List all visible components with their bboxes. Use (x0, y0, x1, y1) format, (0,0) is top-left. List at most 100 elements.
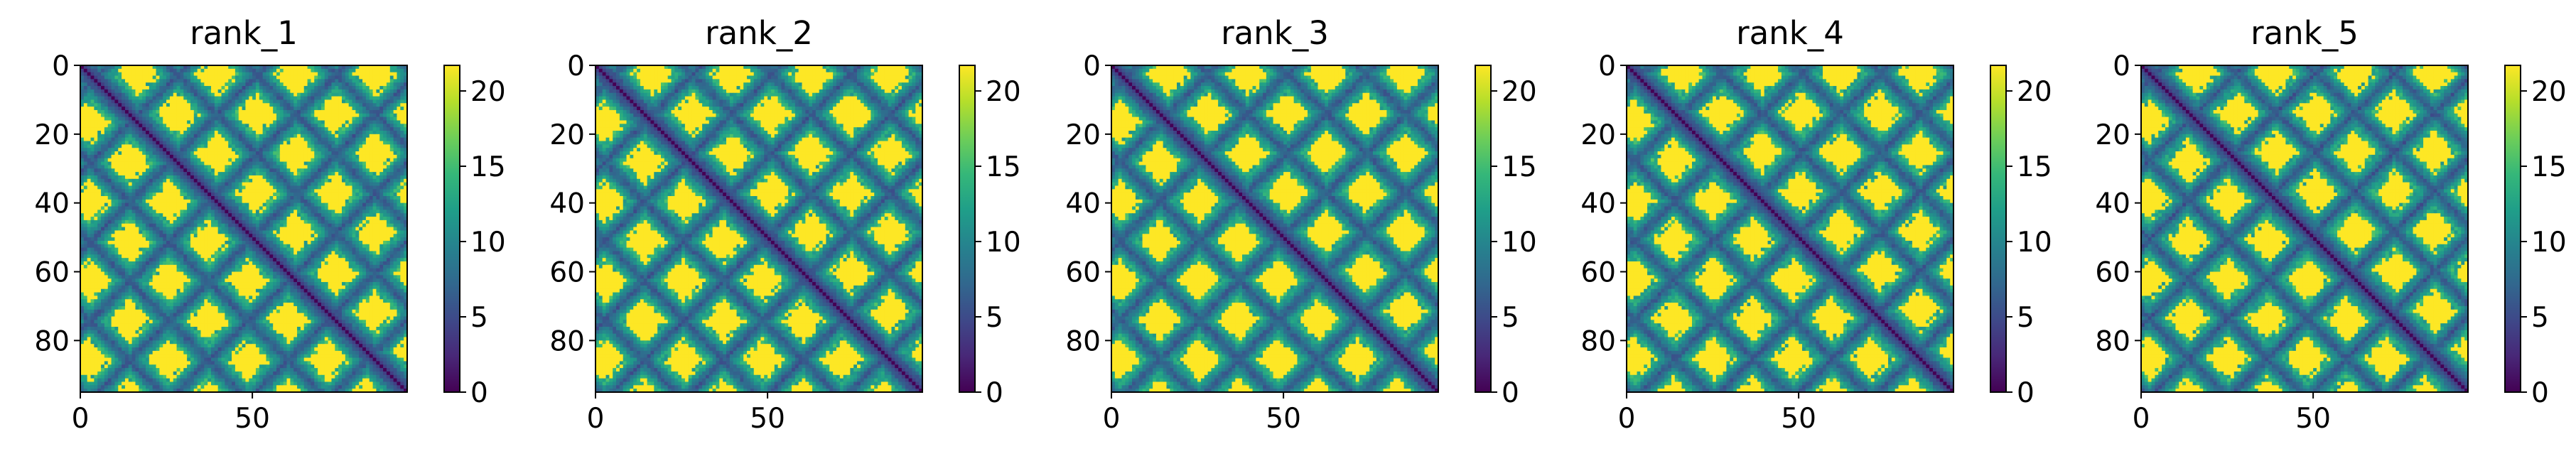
heatmap-cell (370, 241, 373, 244)
heatmap-cell (273, 97, 276, 100)
heatmap-cell (376, 155, 379, 158)
heatmap-cell (194, 189, 198, 193)
heatmap-cell (266, 141, 269, 145)
heatmap-cell (355, 144, 359, 148)
heatmap-cell (345, 200, 349, 203)
heatmap-cell (345, 124, 349, 127)
subplot-title: rank_1 (190, 14, 298, 52)
heatmap-cell (97, 175, 101, 179)
heatmap-cell (91, 172, 95, 175)
heatmap-cell (232, 148, 235, 151)
heatmap-cell (183, 103, 187, 107)
heatmap-cell (273, 241, 276, 244)
heatmap-cell (266, 189, 269, 193)
heatmap-cell (325, 97, 328, 100)
heatmap-cell (263, 117, 266, 121)
heatmap-cell (215, 69, 218, 72)
heatmap-cell (170, 138, 173, 141)
heatmap-cell (242, 120, 246, 124)
heatmap-cell (287, 144, 291, 148)
heatmap-cell (293, 138, 297, 141)
heatmap-cell (97, 107, 101, 110)
heatmap-cell (242, 155, 246, 158)
heatmap-cell (379, 230, 383, 234)
heatmap-cell (129, 165, 132, 168)
heatmap-cell (200, 86, 204, 90)
heatmap-cell (252, 99, 256, 103)
heatmap-cell (153, 107, 156, 110)
heatmap-cell (338, 138, 342, 141)
heatmap-cell (266, 217, 269, 220)
heatmap-cell (266, 72, 269, 76)
heatmap-cell (211, 183, 215, 186)
heatmap-cell (370, 230, 373, 234)
heatmap-cell (101, 189, 104, 193)
heatmap-cell (200, 117, 204, 121)
heatmap-cell (170, 210, 173, 213)
heatmap-cell (135, 230, 139, 234)
heatmap-cell (321, 183, 325, 186)
heatmap-cell (256, 82, 259, 86)
heatmap-cell (266, 162, 269, 166)
heatmap-cell (394, 200, 397, 203)
heatmap-cell (228, 155, 232, 158)
heatmap-cell (252, 148, 256, 151)
heatmap-cell (118, 172, 122, 175)
heatmap-cell (355, 82, 359, 86)
heatmap-cell (342, 93, 345, 97)
heatmap-cell (390, 158, 394, 162)
heatmap-cell (308, 141, 311, 145)
heatmap-cell (159, 82, 163, 86)
heatmap-cell (331, 124, 335, 127)
heatmap-cell (215, 155, 218, 158)
heatmap-cell (139, 213, 142, 217)
heatmap-cell (97, 207, 101, 210)
heatmap-cell (232, 151, 235, 155)
heatmap-cell (359, 72, 362, 76)
heatmap-cell (218, 162, 222, 166)
heatmap-cell (345, 203, 349, 207)
heatmap-cell (94, 220, 97, 224)
heatmap-cell (325, 124, 328, 127)
heatmap-cell (215, 141, 218, 145)
heatmap-cell (187, 162, 190, 166)
heatmap-cell (400, 110, 404, 114)
heatmap-cell (84, 234, 87, 237)
heatmap-cell (284, 72, 287, 76)
heatmap-cell (335, 72, 338, 76)
heatmap-cell (198, 234, 201, 237)
heatmap-cell (311, 90, 314, 93)
heatmap-cell (245, 90, 249, 93)
heatmap-cell (390, 79, 394, 82)
heatmap-cell (242, 114, 246, 117)
heatmap-cell (301, 158, 304, 162)
heatmap-cell (208, 155, 211, 158)
heatmap-cell (318, 237, 321, 241)
heatmap-cell (180, 220, 183, 224)
heatmap-cell (349, 193, 352, 196)
heatmap-cell (366, 185, 370, 189)
heatmap-cell (387, 189, 390, 193)
heatmap-cell (259, 165, 263, 168)
heatmap-cell (376, 82, 379, 86)
heatmap-cell (208, 162, 211, 166)
heatmap-cell (190, 241, 194, 244)
heatmap-cell (159, 93, 163, 97)
heatmap-cell (112, 172, 115, 175)
heatmap-cell (394, 151, 397, 155)
heatmap-cell (142, 134, 146, 138)
heatmap-cell (301, 79, 304, 82)
heatmap-cell (387, 141, 390, 145)
heatmap-cell (187, 141, 190, 145)
heatmap-cell (266, 103, 269, 107)
heatmap-cell (225, 124, 228, 127)
heatmap-cell (269, 179, 273, 183)
heatmap-cell (349, 172, 352, 175)
heatmap-cell (91, 124, 95, 127)
heatmap-cell (183, 168, 187, 172)
heatmap-cell (166, 151, 170, 155)
heatmap-cell (208, 185, 211, 189)
heatmap-cell (287, 79, 291, 82)
heatmap-cell (269, 134, 273, 138)
heatmap-cell (149, 189, 153, 193)
